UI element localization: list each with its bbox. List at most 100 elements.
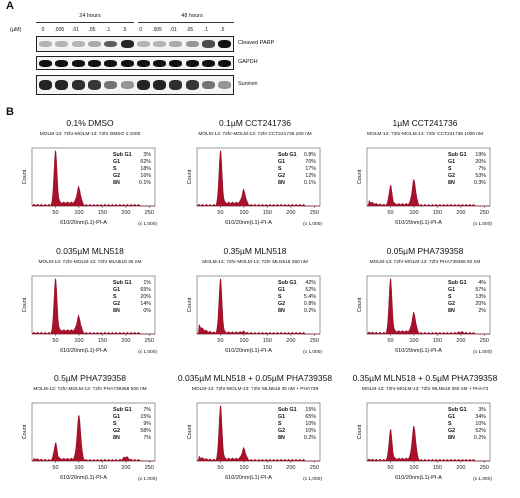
stat-value: 65% [140,287,151,293]
x-tick-label: 50 [217,210,223,216]
lane-label: .5 [122,27,127,33]
histogram-title: 0.5µM PHA739358 [54,373,126,383]
y-axis-label: Count [22,424,28,439]
x-tick-label: 150 [98,210,107,216]
group-bracket-48h [138,22,234,23]
histogram-title: 0.05µM PHA739358 [386,246,464,256]
histogram-area [366,425,490,462]
stat-value: 17% [305,166,316,172]
stat-label: G1 [448,287,455,293]
panel-b-letter: B [6,106,14,118]
histogram-area [31,150,155,207]
stat-label: S [113,421,117,427]
stat-label: Sub G1 [448,280,467,286]
lane-label: .05 [88,27,96,33]
stat-value: 20% [140,294,151,300]
blot-band [169,59,183,67]
lane-label: .005 [54,27,65,33]
x-tick-label: 100 [74,465,83,471]
stat-value: 0.2% [304,435,316,441]
stat-value: 7% [478,166,486,172]
x-tick-label: 100 [74,210,83,216]
x-tick-label: 150 [263,338,272,344]
blot-band [218,81,232,89]
lane-label: .1 [106,27,111,33]
plot-frame [196,147,321,207]
blot-band [104,40,118,48]
x-tick-label: 100 [74,338,83,344]
histogram-area [196,150,320,207]
blot-band [39,41,52,47]
blot-label: GAPDH [238,59,258,65]
x-tick-label: 150 [98,338,107,344]
blot-band [218,59,232,67]
blot-band [120,40,134,48]
x-axis-unit: (x 1,000) [473,349,492,355]
x-axis-label: 610/20nm(L1)-PI-A [225,475,272,481]
panel-a-letter: A [6,0,14,12]
stat-label: G1 [113,159,120,165]
y-axis-label: Count [357,169,363,184]
x-tick-label: 250 [145,338,154,344]
stat-value: 62% [140,159,151,165]
x-axis-label: 610/20nm(L1)-PI-A [60,348,107,354]
blot-band [136,41,150,47]
flow-histogram: 50 100 150 200 250 610/20nm(L1)-PI-A (x 1,000)… [357,147,492,227]
stat-label: Sub G1 [278,407,297,413]
x-tick-label: 50 [387,338,393,344]
stat-value: 70% [305,159,316,165]
histogram-title: 0.1% DMSO [66,118,114,128]
x-axis-unit: (x 1,000) [138,476,157,482]
plot-frame [31,275,156,335]
stat-value: 0% [143,308,151,314]
group-label-48h: 48 hours [181,13,203,19]
x-tick-label: 100 [239,465,248,471]
stat-label: S [113,294,117,300]
x-tick-label: 150 [263,210,272,216]
stat-value: 0.2% [304,308,316,314]
x-axis-label: 610/20nm(L1)-PI-A [60,220,107,226]
blot-band [153,59,167,67]
blot-band [185,41,199,47]
x-tick-label: 150 [433,338,442,344]
histogram-subtitle: MOLM-13: 72hr-MOLM-13: 72hr PHA739358 50… [369,260,481,265]
blot-band [153,80,167,90]
stat-label: Sub G1 [448,152,467,158]
flow-histogram: 50 100 150 200 250 610/20nm(L1)-PI-A (x 1,000)… [357,402,492,482]
stat-label: G2 [448,173,455,179]
stat-label: 8N [278,435,285,441]
x-tick-label: 250 [480,338,489,344]
x-tick-label: 200 [286,210,295,216]
stat-label: S [113,166,117,172]
x-tick-label: 150 [433,210,442,216]
stat-label: Sub G1 [113,407,132,413]
x-tick-label: 250 [310,210,319,216]
x-tick-label: 50 [217,465,223,471]
histogram-area [31,278,155,335]
stat-label: 8N [278,180,285,186]
stat-label: Sub G1 [278,280,297,286]
y-axis-label: Count [22,297,28,312]
y-axis-label: Count [357,297,363,312]
stat-value: 52% [305,287,316,293]
stat-value: 15% [305,407,316,413]
histogram-area [31,415,155,462]
histogram-subtitle: MOLM-13: 72hr-MOLM-13: 72hr MLN518 350 n… [202,260,308,265]
x-axis-unit: (x 1,000) [138,349,157,355]
stat-label: G1 [448,159,455,165]
stat-value: 15% [140,414,151,420]
histogram-title: 1µM CCT241736 [392,118,458,128]
stat-label: 8N [448,180,455,186]
x-tick-label: 100 [239,210,248,216]
group-bracket-24h [36,22,134,23]
stat-value: 0.2% [474,435,486,441]
stat-label: 8N [113,308,120,314]
x-axis-label: 610/20nm(L1)-PI-A [395,348,442,354]
stat-label: G1 [448,414,455,420]
stat-label: G2 [448,428,455,434]
blot-label: Survivin [238,81,258,87]
stat-label: 8N [448,308,455,314]
y-axis-label: Count [187,297,193,312]
stat-value: 20% [475,159,486,165]
x-tick-label: 50 [52,338,58,344]
